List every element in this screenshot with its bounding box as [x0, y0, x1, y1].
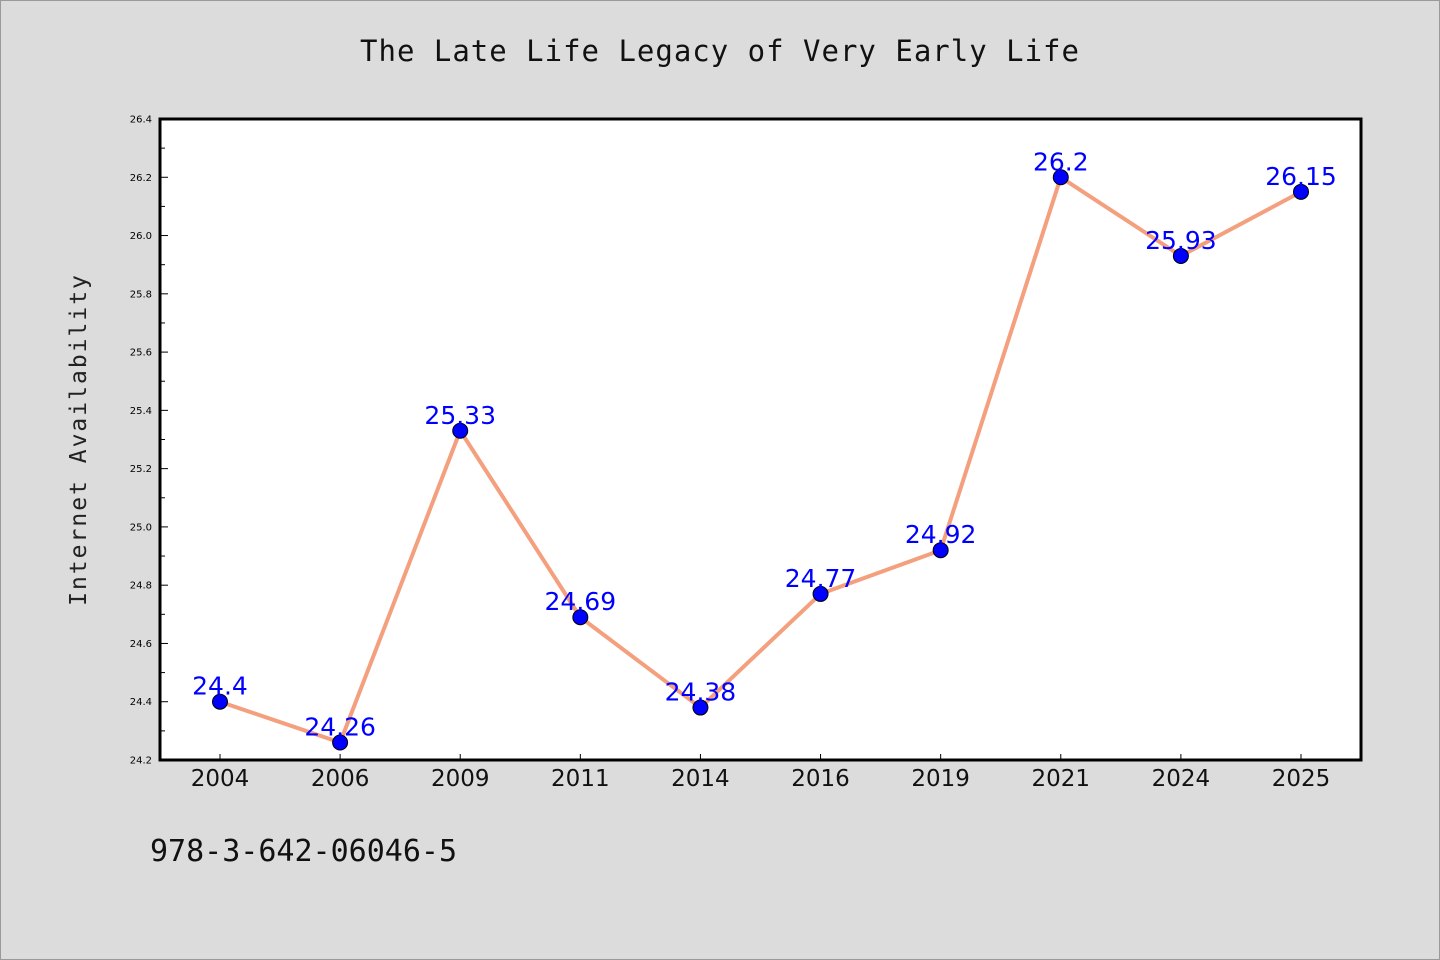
data-label: 24.69 [545, 587, 617, 616]
data-point [692, 699, 709, 716]
y-axis: 24.2 24.4 24.6 24.8 25.0 25.2 25.4 25.6 25.8 26.0… [130, 115, 168, 767]
y-tick-label: 26.2 [130, 173, 152, 184]
data-label: 24.4 [192, 672, 248, 701]
x-tick-label: 2025 [1272, 766, 1331, 792]
data-point [1293, 183, 1309, 200]
y-tick-label: 25.2 [130, 464, 152, 475]
y-tick-label: 25.0 [130, 522, 152, 533]
data-point [572, 609, 589, 626]
data-point [1052, 169, 1069, 186]
x-axis: 2004 2006 2009 2011 2014 2016 2019 2021 2024 2025 [191, 754, 1331, 792]
x-tick-label: 2024 [1152, 766, 1211, 792]
x-tick-label: 2011 [551, 766, 610, 792]
data-point [1172, 247, 1189, 264]
x-tick-label: 2006 [311, 766, 370, 792]
x-tick-label: 2014 [671, 766, 730, 792]
x-tick-label: 2019 [911, 766, 970, 792]
data-label: 26.15 [1265, 162, 1337, 191]
data-label: 24.77 [785, 564, 857, 593]
data-point [452, 422, 469, 439]
y-tick-label: 24.2 [130, 756, 152, 767]
data-label: 25.33 [424, 401, 496, 430]
y-tick-label: 25.8 [130, 289, 152, 300]
y-tick-label: 24.6 [130, 639, 152, 650]
y-tick-label: 26.0 [130, 231, 152, 242]
y-axis-label: Internet Availability [66, 273, 92, 606]
y-tick-label: 26.4 [130, 115, 152, 126]
y-tick-label: 25.6 [130, 348, 152, 359]
y-tick-label: 24.4 [130, 697, 152, 708]
series-line [218, 175, 1303, 745]
data-label: 24.26 [304, 713, 376, 742]
data-label: 26.2 [1033, 147, 1089, 176]
x-tick-label: 2021 [1032, 766, 1091, 792]
data-point [932, 542, 949, 559]
data-point [812, 585, 829, 602]
x-tick-label: 2009 [431, 766, 490, 792]
y-tick-label: 24.8 [130, 581, 152, 592]
plot-area [158, 117, 1363, 762]
isbn-text: 978-3-642-06046-5 [150, 834, 458, 869]
data-label: 24.38 [665, 678, 737, 707]
data-point [332, 734, 349, 751]
y-tick-label: 25.4 [130, 406, 152, 417]
chart-title: The Late Life Legacy of Very Early Life [360, 34, 1080, 68]
x-tick-label: 2016 [791, 766, 850, 792]
data-point [212, 693, 228, 710]
x-tick-label: 2004 [191, 766, 250, 792]
data-label: 25.93 [1145, 226, 1217, 255]
data-label: 24.92 [905, 520, 977, 549]
series-group: 24.4 24.26 25.33 24.69 24.38 24.77 24.92 26.2 25… [192, 147, 1337, 751]
